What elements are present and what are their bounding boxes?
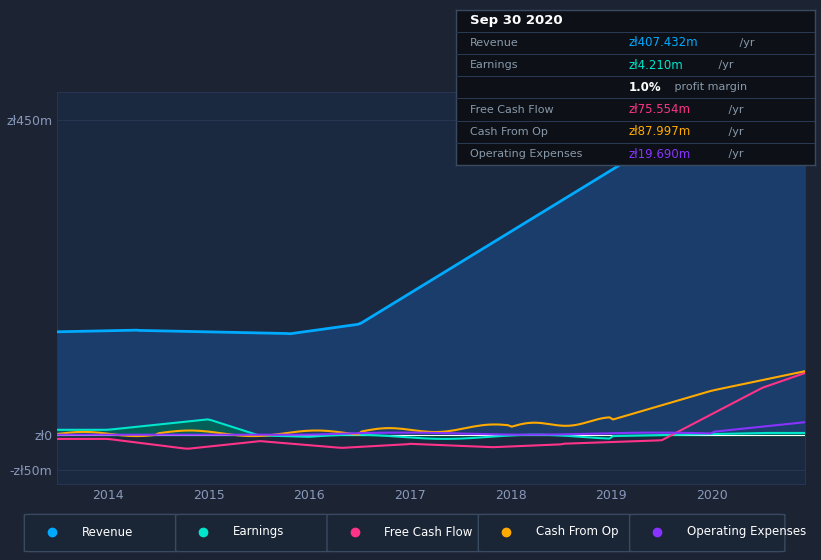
Text: Free Cash Flow: Free Cash Flow: [470, 105, 553, 115]
Text: /yr: /yr: [726, 105, 744, 115]
Text: Cash From Op: Cash From Op: [536, 525, 618, 539]
FancyBboxPatch shape: [176, 514, 331, 552]
Text: zł87.997m: zł87.997m: [628, 125, 690, 138]
FancyBboxPatch shape: [479, 514, 634, 552]
FancyBboxPatch shape: [327, 514, 482, 552]
Text: /yr: /yr: [736, 38, 754, 48]
Text: Cash From Op: Cash From Op: [470, 127, 548, 137]
Text: zł75.554m: zł75.554m: [628, 103, 690, 116]
Text: Earnings: Earnings: [233, 525, 285, 539]
Text: /yr: /yr: [726, 127, 744, 137]
Text: 1.0%: 1.0%: [628, 81, 661, 94]
Text: profit margin: profit margin: [672, 82, 748, 92]
Text: Sep 30 2020: Sep 30 2020: [470, 14, 562, 27]
FancyBboxPatch shape: [630, 514, 785, 552]
Text: /yr: /yr: [726, 149, 744, 159]
FancyBboxPatch shape: [25, 514, 180, 552]
Text: Operating Expenses: Operating Expenses: [687, 525, 806, 539]
Text: /yr: /yr: [714, 60, 733, 70]
Text: Operating Expenses: Operating Expenses: [470, 149, 582, 159]
Text: Revenue: Revenue: [470, 38, 519, 48]
Text: zł19.690m: zł19.690m: [628, 148, 690, 161]
Text: zł4.210m: zł4.210m: [628, 59, 683, 72]
Text: Free Cash Flow: Free Cash Flow: [384, 525, 473, 539]
Text: Earnings: Earnings: [470, 60, 519, 70]
Text: Revenue: Revenue: [82, 525, 133, 539]
Text: zł407.432m: zł407.432m: [628, 36, 698, 49]
